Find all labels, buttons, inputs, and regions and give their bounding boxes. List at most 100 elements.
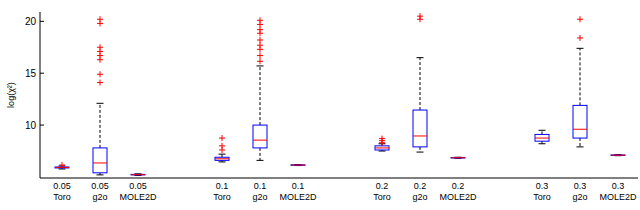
median [131,174,145,175]
y-tick [40,125,44,126]
x-tick-label-line: MOLE2D [599,192,637,202]
box [93,148,107,173]
x-tick-label-line: 0.1 [216,181,229,191]
x-tick-label-line: 0.05 [91,181,109,191]
x-tick-label: 0.05Toro [53,181,71,202]
median [573,129,587,130]
x-tick-label-line: 0.1 [292,181,305,191]
y-tick-label: 15 [25,68,37,79]
whisker-cap [417,152,424,153]
outlier [257,46,263,52]
whisker-cap [577,48,584,49]
outlier [59,162,65,168]
x-tick-label-line: 0.3 [574,181,587,191]
whisker-cap [257,160,264,161]
x-tick-label-line: 0.2 [376,181,389,191]
outlier [257,37,263,43]
whisker [542,130,543,134]
outlier [257,30,263,36]
x-tick-label-line: g2o [92,192,107,202]
whisker-cap [97,174,104,175]
outlier [97,80,103,86]
whisker-cap [417,57,424,58]
x-tick-label-line: 0.05 [129,181,147,191]
x-tick-label: 0.2g2o [412,181,427,202]
x-tick-label-line: MOLE2D [279,192,317,202]
whisker-cap [219,154,226,155]
x-tick-label-line: MOLE2D [119,192,157,202]
box [573,105,587,138]
outlier [577,16,583,22]
box [611,154,625,156]
outlier [417,16,423,22]
x-tick-label: 0.2Toro [373,181,391,202]
outlier [577,35,583,41]
plot-area [55,13,625,175]
x-tick-label-line: 0.3 [612,181,625,191]
x-tick-label-line: 0.05 [53,181,71,191]
median [253,140,267,141]
y-tick [40,73,44,74]
x-tick-label-line: g2o [412,192,427,202]
x-tick-label: 0.3Toro [533,181,551,202]
outlier [257,21,263,27]
y-axis-label: log(χ²) [6,82,16,108]
whisker [580,138,581,147]
outlier [257,53,263,59]
median [451,157,465,158]
box [413,110,427,147]
x-tick-label: 0.1Toro [213,181,231,202]
box [131,174,145,176]
median [611,155,625,156]
box [375,146,389,150]
x-tick-label: 0.05MOLE2D [119,181,157,202]
x-tick-label: 0.05g2o [91,181,109,202]
whisker-cap [379,151,386,152]
outlier [97,20,103,26]
median [535,138,549,139]
x-tick-label-line: MOLE2D [439,192,477,202]
x-tick-label-line: Toro [373,192,391,202]
x-tick-label: 0.3MOLE2D [599,181,637,202]
median [93,162,107,163]
x-tick-label-line: g2o [572,192,587,202]
box [291,164,305,166]
x-tick-label-line: 0.2 [452,181,465,191]
whisker [580,48,581,105]
whisker [420,58,421,110]
x-tick-label-line: Toro [53,192,71,202]
x-tick-label-line: Toro [533,192,551,202]
y-tick-label: 20 [25,16,37,27]
x-tick-label-line: Toro [213,192,231,202]
median [375,147,389,148]
box [253,125,267,148]
outlier [257,58,263,64]
whisker-cap [257,65,264,66]
median [413,135,427,136]
whisker-cap [219,161,226,162]
whisker [260,66,261,125]
whisker-cap [577,146,584,147]
y-axis [40,12,41,178]
chart: 101520log(χ²)0.05Toro0.05g2o0.05MOLE2D0.… [0,0,640,210]
x-tick-label-line: 0.1 [254,181,267,191]
x-tick-label-line: 0.2 [414,181,427,191]
whisker-cap [97,103,104,104]
whisker [420,147,421,152]
whisker-cap [59,168,66,169]
x-tick-label: 0.2MOLE2D [439,181,477,202]
outlier [219,135,225,141]
x-tick-label: 0.3g2o [572,181,587,202]
x-tick-label-line: 0.3 [536,181,549,191]
outlier [379,136,385,142]
outlier [219,143,225,149]
outlier [97,57,103,63]
outlier [97,71,103,77]
y-tick [40,21,44,22]
median [215,158,229,159]
whisker [100,103,101,148]
x-tick-label-line: g2o [252,192,267,202]
median [291,165,305,166]
x-tick-label: 0.1g2o [252,181,267,202]
whisker-cap [539,143,546,144]
